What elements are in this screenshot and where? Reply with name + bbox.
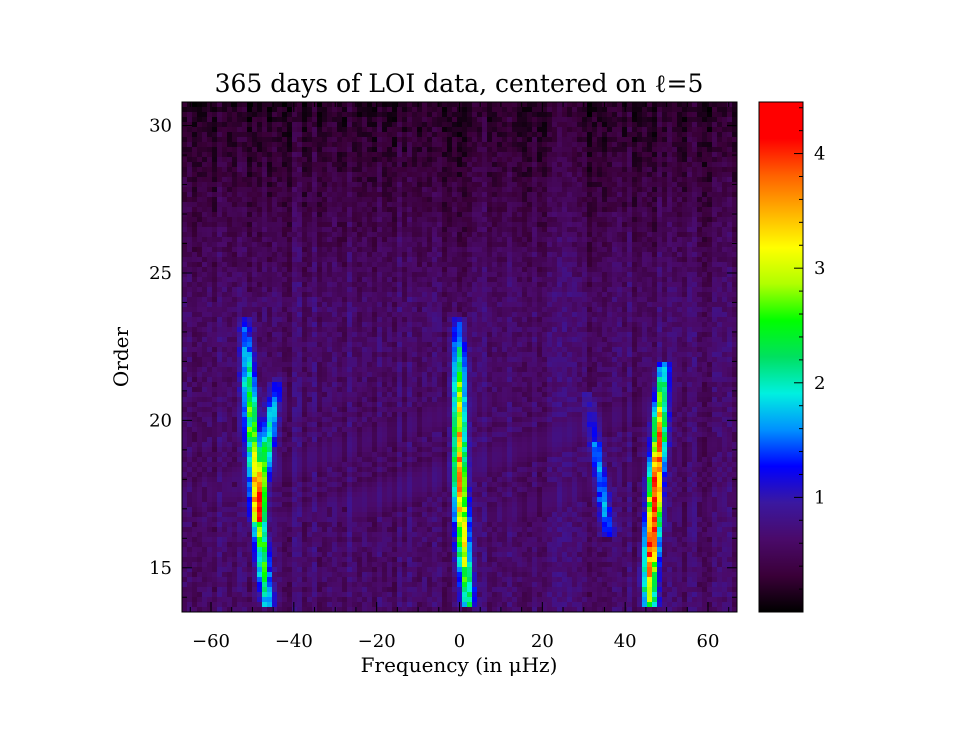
- x-tick-label: 60: [697, 631, 720, 652]
- y-axis-ticks: 15 20 25 30: [149, 116, 737, 598]
- y-tick-label: 30: [149, 116, 172, 137]
- x-tick-label: −40: [275, 631, 313, 652]
- x-tick-label: 40: [614, 631, 637, 652]
- colorbar-ticks: 1 2 3 4: [794, 107, 825, 590]
- x-axis-label: Frequency (in μHz): [361, 653, 558, 677]
- y-tick-label: 15: [149, 558, 172, 579]
- colorbar-tick-label: 2: [814, 373, 825, 394]
- x-axis-ticks: −60 −40 −20 0 20 40 60: [189, 102, 730, 652]
- chart-title: 365 days of LOI data, centered on ℓ=5: [215, 69, 704, 98]
- x-tick-label: −60: [192, 631, 230, 652]
- y-tick-label: 20: [149, 410, 172, 431]
- x-tick-label: −20: [358, 631, 396, 652]
- y-axis-label: Order: [109, 326, 133, 387]
- x-tick-label: 0: [454, 631, 465, 652]
- x-tick-label: 20: [531, 631, 554, 652]
- colorbar-tick-label: 1: [814, 487, 825, 508]
- y-tick-label: 25: [149, 263, 172, 284]
- heatmap-plot: [182, 102, 737, 612]
- colorbar-tick-label: 3: [814, 258, 825, 279]
- colorbar-tick-label: 4: [814, 144, 825, 165]
- colorbar: [758, 101, 804, 613]
